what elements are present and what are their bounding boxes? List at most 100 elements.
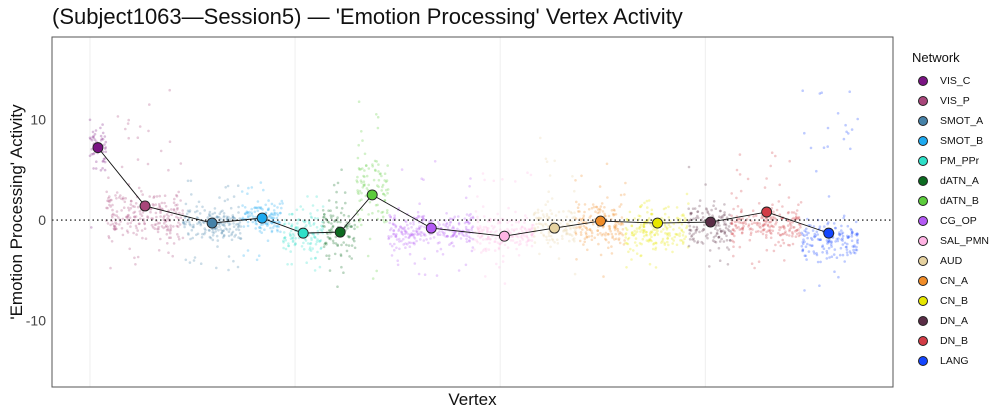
vertex-point-dn_b bbox=[765, 216, 769, 220]
vertex-point-sal_pmn bbox=[493, 225, 496, 228]
vertex-point-cg_op bbox=[388, 213, 391, 217]
vertex-point-dn_b bbox=[765, 236, 768, 239]
vertex-point-vis_p bbox=[108, 203, 111, 207]
vertex-point-sal_pmn bbox=[510, 223, 514, 227]
vertex-point-dn_b bbox=[770, 232, 773, 235]
vertex-point-cn_a bbox=[618, 205, 621, 208]
vertex-point-dn_b bbox=[788, 222, 792, 226]
vertex-point-cn_b bbox=[664, 248, 668, 251]
vertex-point-smot_a bbox=[199, 222, 202, 225]
vertex-point-vis_p bbox=[115, 191, 119, 194]
vertex-point-datn_b bbox=[383, 199, 387, 202]
vertex-point-dn_a bbox=[726, 228, 730, 231]
vertex-point-pm_ppr bbox=[288, 232, 292, 235]
vertex-point-cn_a bbox=[585, 233, 588, 236]
vertex-point-lang bbox=[853, 251, 857, 255]
vertex-point-sal_pmn bbox=[524, 228, 527, 231]
vertex-point-cn_b bbox=[655, 231, 658, 235]
vertex-point-dn_a bbox=[718, 240, 722, 243]
vertex-point-aud bbox=[569, 227, 572, 231]
vertex-point-aud bbox=[573, 211, 576, 214]
vertex-point-lang bbox=[843, 260, 846, 263]
vertex-point-dn_b bbox=[733, 220, 737, 224]
vertex-point-cn_a bbox=[579, 231, 583, 234]
vertex-point-smot_a bbox=[208, 212, 211, 216]
vertex-point-datn_a bbox=[331, 214, 335, 218]
vertex-point-sal_pmn bbox=[493, 240, 496, 243]
vertex-point-lang bbox=[852, 248, 855, 252]
vertex-point-cn_b bbox=[662, 207, 666, 211]
vertex-point-dn_b bbox=[770, 224, 773, 227]
legend-dot-icon bbox=[918, 76, 928, 86]
vertex-point-dn_b bbox=[791, 232, 794, 236]
vertex-point-smot_a bbox=[225, 215, 229, 219]
vertex-point-cg_op bbox=[400, 168, 404, 171]
vertex-point-dn_b bbox=[738, 221, 741, 224]
vertex-point-dn_b bbox=[757, 230, 760, 233]
vertex-point-cn_a bbox=[578, 239, 582, 243]
vertex-point-dn_b bbox=[730, 232, 733, 236]
vertex-point-dn_a bbox=[714, 225, 718, 228]
vertex-point-cn_a bbox=[585, 235, 589, 239]
vertex-point-vis_p bbox=[135, 226, 138, 230]
vertex-point-smot_a bbox=[207, 228, 211, 232]
vertex-point-cg_op bbox=[387, 236, 391, 240]
vertex-point-pm_ppr bbox=[282, 236, 286, 240]
vertex-point-cn_a bbox=[575, 226, 578, 229]
vertex-point-smot_b bbox=[250, 211, 253, 214]
vertex-point-aud bbox=[568, 233, 571, 236]
vertex-point-dn_b bbox=[788, 228, 791, 231]
vertex-point-cn_b bbox=[652, 243, 655, 246]
vertex-point-vis_p bbox=[123, 200, 127, 204]
vertex-point-dn_b bbox=[730, 221, 733, 225]
vertex-point-lang bbox=[813, 252, 816, 255]
vertex-point-smot_a bbox=[186, 209, 190, 213]
vertex-point-dn_a bbox=[726, 246, 729, 249]
vertex-point-cn_a bbox=[598, 207, 601, 211]
vertex-point-vis_c bbox=[101, 123, 104, 126]
vertex-point-cn_b bbox=[664, 231, 667, 235]
vertex-point-dn_b bbox=[782, 224, 785, 228]
vertex-point-cg_op bbox=[417, 227, 421, 231]
vertex-point-cn_b bbox=[676, 217, 680, 220]
vertex-point-lang bbox=[835, 237, 839, 241]
vertex-point-sal_pmn bbox=[524, 214, 527, 217]
vertex-point-dn_a bbox=[724, 222, 727, 225]
vertex-point-smot_a bbox=[183, 216, 187, 219]
vertex-point-smot_b bbox=[247, 216, 250, 219]
vertex-point-dn_b bbox=[789, 221, 792, 224]
vertex-point-pm_ppr bbox=[310, 236, 313, 240]
vertex-point-vis_p bbox=[181, 236, 185, 240]
vertex-point-vis_p bbox=[165, 228, 169, 232]
vertex-point-lang bbox=[850, 231, 854, 234]
vertex-point-vis_p bbox=[136, 255, 140, 259]
vertex-point-lang bbox=[816, 233, 819, 236]
vertex-point-cg_op bbox=[419, 230, 422, 234]
vertex-point-dn_b bbox=[737, 225, 740, 229]
vertex-point-vis_c bbox=[94, 129, 98, 132]
vertex-point-dn_a bbox=[720, 237, 723, 241]
vertex-point-sal_pmn bbox=[490, 230, 493, 233]
vertex-point-smot_a bbox=[182, 222, 186, 226]
vertex-point-vis_p bbox=[170, 213, 173, 217]
vertex-point-datn_b bbox=[356, 213, 360, 216]
vertex-point-datn_a bbox=[325, 243, 328, 246]
vertex-point-cn_b bbox=[632, 234, 635, 237]
vertex-point-lang bbox=[841, 239, 844, 242]
vertex-point-dn_a bbox=[706, 211, 710, 214]
vertex-point-vis_p bbox=[106, 199, 109, 203]
vertex-point-vis_c bbox=[92, 167, 95, 170]
vertex-point-cn_a bbox=[619, 193, 623, 197]
vertex-point-dn_b bbox=[748, 238, 752, 242]
vertex-point-dn_b bbox=[777, 240, 780, 244]
vertex-point-dn_b bbox=[795, 229, 799, 232]
vertex-point-dn_b bbox=[768, 220, 771, 224]
vertex-point-sal_pmn bbox=[502, 254, 505, 258]
vertex-point-cg_op bbox=[412, 229, 415, 233]
vertex-point-vis_p bbox=[155, 215, 158, 219]
vertex-point-cn_b bbox=[682, 240, 685, 244]
legend-label: SMOT_A bbox=[940, 115, 984, 127]
vertex-point-cg_op bbox=[412, 233, 415, 237]
vertex-point-cn_b bbox=[650, 212, 653, 216]
vertex-point-dn_b bbox=[788, 229, 791, 233]
